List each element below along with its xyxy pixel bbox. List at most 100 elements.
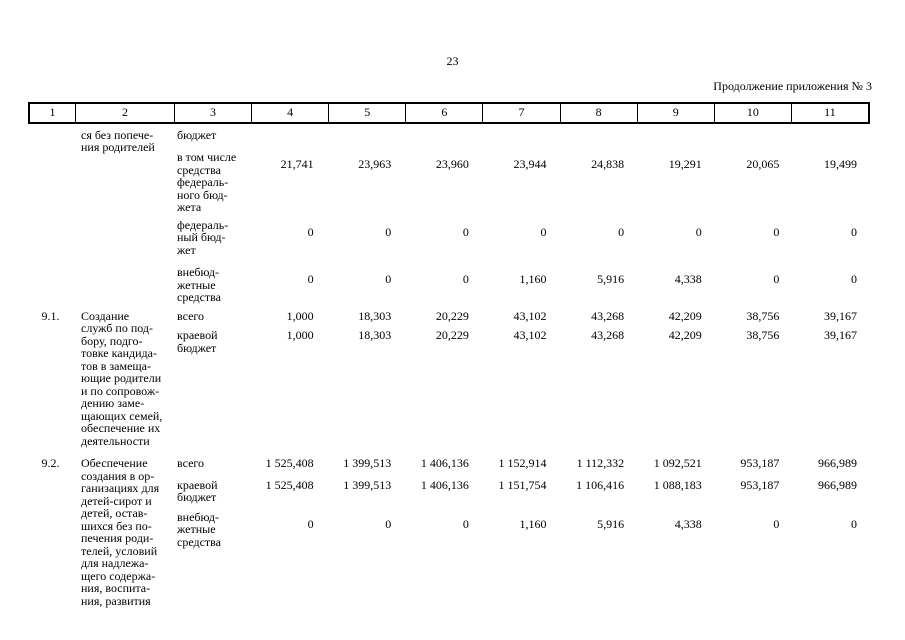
column-header: 7	[482, 104, 559, 122]
item-name: Создание служб по под- бору, подго- товк…	[81, 308, 163, 448]
budget-row-label: внебюд- жетные средства	[177, 509, 222, 549]
column-header: 3	[174, 104, 251, 122]
column-header: 9	[636, 104, 714, 122]
value-cell: 0	[462, 516, 469, 531]
budget-row: в том числе средства федераль- ного бюд-…	[172, 151, 870, 214]
column-header: 11	[790, 104, 868, 122]
table-section-continuation: ся без попече- ния родителей бюджет в то…	[28, 127, 870, 304]
value-cell: 966,989	[818, 477, 857, 492]
value-cell: 43,268	[591, 328, 625, 342]
value-cell: 1 112,332	[576, 456, 625, 470]
item-number: 9.2.	[41, 456, 60, 470]
value-cell: 0	[385, 516, 392, 531]
value-cell: 0	[307, 224, 314, 239]
value-cell: 1 092,521	[653, 456, 702, 470]
value-cell: 1 525,408	[265, 456, 314, 470]
value-cell: 1 106,416	[576, 477, 625, 492]
continuation-note: Продолжение приложения № 3	[713, 79, 872, 93]
value-cell: 20,065	[746, 157, 780, 171]
value-cell: 18,303	[358, 328, 392, 342]
table-section-9-1: 9.1. Создание служб по под- бору, подго-…	[28, 308, 870, 448]
value-cell: 19,499	[824, 157, 857, 171]
value-cell: 1 399,513	[343, 477, 392, 492]
value-cell: 0	[385, 272, 392, 286]
value-cell: 43,102	[513, 328, 547, 342]
appendix-table: 1 2 3 4 5 6 7 8 9 10 11 ся без попече- н…	[28, 102, 870, 607]
budget-rows: всего 1,000 18,303 20,229 43,102 43,268 …	[172, 308, 870, 355]
table-section-9-2: 9.2. Обеспечение создания в ор- ганизаци…	[28, 457, 870, 607]
value-cell: 42,209	[668, 308, 702, 323]
value-cell: 38,756	[746, 328, 780, 342]
value-cell: 5,916	[597, 272, 625, 286]
table-header-row: 1 2 3 4 5 6 7 8 9 10 11	[28, 102, 870, 124]
column-header: 1	[49, 105, 56, 119]
column-header: 8	[559, 104, 637, 122]
value-cell: 21,741	[280, 157, 314, 171]
column-header: 6	[405, 104, 482, 122]
value-cell: 23,944	[513, 157, 547, 171]
budget-rows: всего 1 525,408 1 399,513 1 406,136 1 15…	[172, 457, 870, 548]
value-cell: 1 525,408	[265, 477, 314, 492]
value-cell: 0	[462, 224, 469, 239]
value-cell: 0	[695, 224, 702, 239]
budget-row-label: краевой бюджет	[177, 477, 218, 504]
value-cell: 20,229	[435, 328, 469, 342]
value-cell: 5,916	[597, 516, 625, 531]
column-header: 5	[328, 104, 405, 122]
budget-rows: бюджет в том числе средства федераль- но…	[172, 127, 870, 304]
value-cell: 1,160	[519, 516, 547, 531]
budget-row-label: внебюд- жетные средства	[177, 265, 222, 304]
column-header: 4	[251, 104, 328, 122]
column-header: 10	[713, 104, 791, 122]
budget-row-label: бюджет	[177, 127, 217, 142]
value-cell: 0	[851, 272, 857, 286]
value-cell: 953,187	[740, 456, 780, 470]
column-header: 2	[75, 104, 174, 122]
budget-row: бюджет	[172, 127, 870, 142]
value-cell: 1,160	[519, 272, 547, 286]
value-cell: 19,291	[668, 157, 702, 171]
value-cell: 38,756	[746, 308, 780, 323]
table-body: ся без попече- ния родителей бюджет в то…	[28, 124, 870, 608]
budget-row-label: всего	[177, 456, 205, 470]
item-name: ся без попече- ния родителей	[81, 127, 155, 154]
value-cell: 42,209	[668, 328, 702, 342]
value-cell: 0	[540, 224, 547, 239]
value-cell: 0	[307, 516, 314, 531]
value-cell: 1,000	[286, 308, 314, 323]
value-cell: 1 152,914	[498, 456, 547, 470]
budget-row-label: в том числе средства федераль- ного бюд-…	[177, 150, 237, 214]
value-cell: 0	[462, 272, 469, 286]
budget-row: федераль- ный бюд- жет 0 0 0 0 0 0 0 0	[172, 217, 870, 257]
value-cell: 0	[618, 224, 625, 239]
value-cell: 20,229	[435, 308, 469, 323]
budget-row: всего 1 525,408 1 399,513 1 406,136 1 15…	[172, 457, 870, 470]
value-cell: 0	[773, 516, 780, 531]
budget-row-label: федераль- ный бюд- жет	[177, 217, 229, 257]
value-cell: 1 088,183	[653, 477, 702, 492]
value-cell: 4,338	[674, 272, 702, 286]
value-cell: 1 406,136	[420, 477, 469, 492]
value-cell: 43,268	[591, 308, 625, 323]
value-cell: 966,989	[818, 456, 857, 470]
item-number: 9.1.	[41, 308, 60, 323]
value-cell: 953,187	[740, 477, 780, 492]
value-cell: 23,963	[358, 157, 392, 171]
value-cell: 1 151,754	[498, 477, 547, 492]
value-cell: 0	[385, 224, 392, 239]
value-cell: 18,303	[358, 308, 392, 323]
value-cell: 23,960	[435, 157, 469, 171]
value-cell: 0	[851, 224, 857, 239]
value-cell: 4,338	[674, 516, 702, 531]
item-name: Обеспечение создания в ор- ганизациях дл…	[81, 456, 160, 608]
value-cell: 24,838	[591, 157, 625, 171]
value-cell: 0	[773, 224, 780, 239]
value-cell: 0	[851, 516, 857, 531]
budget-row-label: всего	[177, 308, 205, 323]
value-cell: 39,167	[824, 328, 857, 342]
value-cell: 0	[307, 272, 314, 286]
value-cell: 1 406,136	[420, 456, 469, 470]
budget-row: всего 1,000 18,303 20,229 43,102 43,268 …	[172, 308, 870, 323]
page-number: 23	[446, 54, 459, 68]
